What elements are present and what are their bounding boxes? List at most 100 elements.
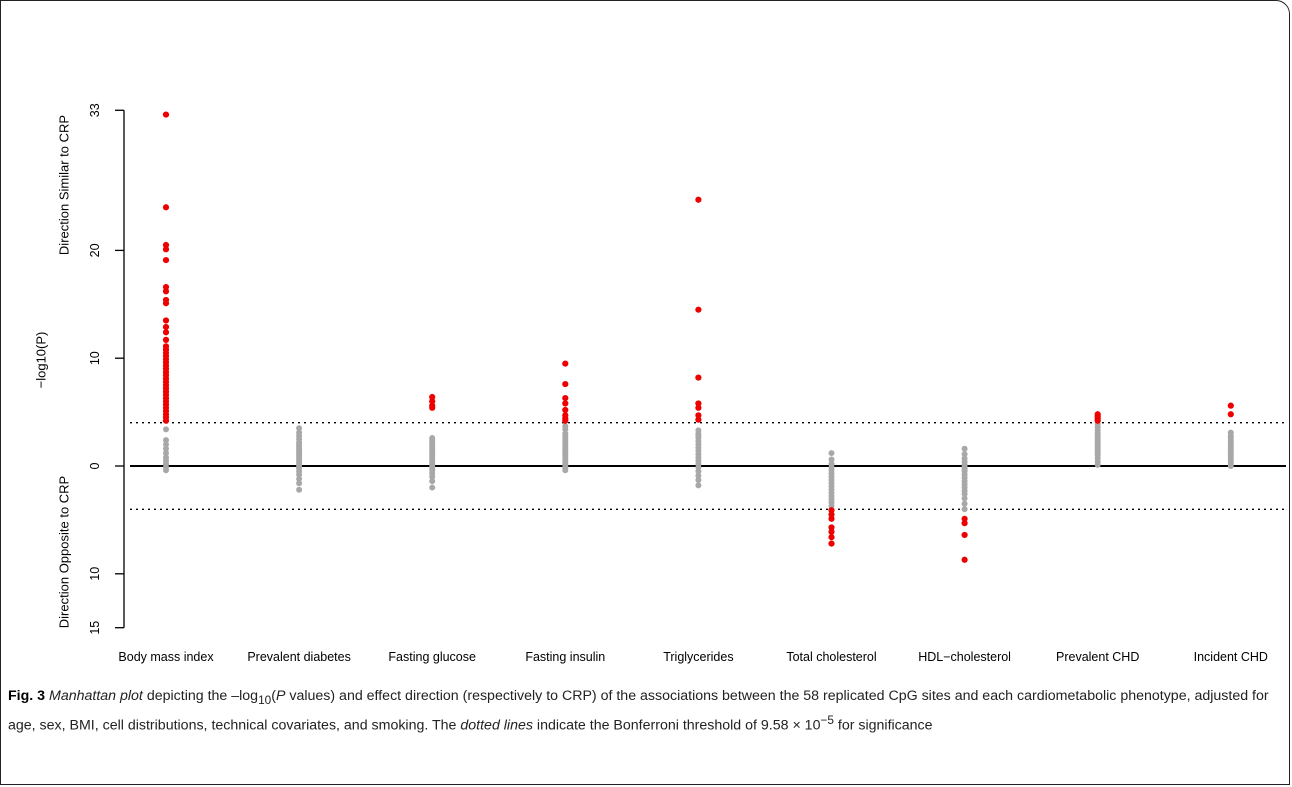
point-significant <box>828 515 835 522</box>
point-significant <box>828 540 835 547</box>
x-tick-label: Incident CHD <box>1194 650 1268 664</box>
point-nonsignificant <box>828 450 835 457</box>
point-significant <box>162 288 170 295</box>
point-nonsignificant <box>163 441 169 448</box>
x-tick-label: Triglycerides <box>663 650 733 664</box>
point-nonsignificant <box>695 464 702 471</box>
x-tick-label: Prevalent CHD <box>1056 650 1139 664</box>
x-tick-label: Fasting glucose <box>388 650 476 664</box>
point-significant <box>562 394 569 402</box>
point-nonsignificant <box>961 495 968 502</box>
y-tick-label: 10 <box>88 567 102 581</box>
manhattan-plot: 0 10 20 33 10 15 Body mass index Prevalent dia… <box>34 103 1286 664</box>
point-significant <box>695 374 702 381</box>
point-significant <box>961 531 968 539</box>
point-nonsignificant <box>1227 463 1234 469</box>
x-tick-label: Fasting insulin <box>525 650 605 664</box>
point-significant <box>695 404 702 411</box>
point-nonsignificant <box>961 491 968 498</box>
point-significant <box>695 196 702 203</box>
point-nonsignificant <box>695 468 702 475</box>
y-axis-titles: Direction Similar to CRP Direction Opposi… <box>34 115 72 628</box>
y-axis-title-lower: Direction Opposite to CRP <box>57 476 72 628</box>
point-nonsignificant <box>163 467 169 474</box>
point-significant <box>162 246 170 253</box>
point-nonsignificant <box>562 426 569 433</box>
point-nonsignificant <box>562 467 569 474</box>
y-tick-label: 0 <box>88 462 102 469</box>
point-nonsignificant <box>429 473 436 480</box>
point-significant <box>162 241 170 249</box>
point-nonsignificant <box>296 425 303 432</box>
point-significant <box>1227 411 1234 418</box>
point-nonsignificant <box>429 484 436 491</box>
point-significant <box>562 406 569 414</box>
point-significant <box>162 300 170 307</box>
reference-lines <box>130 422 1286 510</box>
point-significant <box>562 360 569 367</box>
data-points <box>162 111 1234 563</box>
point-nonsignificant <box>695 477 702 484</box>
figure-caption: Fig. 3 Manhattan plot depicting the –log… <box>8 688 1269 735</box>
point-significant <box>1227 402 1234 409</box>
point-significant <box>162 336 170 343</box>
point-significant <box>162 417 170 424</box>
point-nonsignificant <box>961 500 968 507</box>
point-nonsignificant <box>695 482 702 489</box>
point-significant <box>695 306 702 313</box>
point-nonsignificant <box>828 456 835 463</box>
point-nonsignificant <box>163 445 169 452</box>
point-significant <box>695 416 702 423</box>
point-nonsignificant <box>695 472 702 479</box>
caption-emphasis: dotted lines <box>460 718 533 735</box>
point-significant <box>562 380 569 388</box>
y-axis-title-main: −log10(P) <box>34 332 49 389</box>
x-tick-label: Total cholesterol <box>786 650 876 664</box>
point-nonsignificant <box>163 426 169 433</box>
point-nonsignificant <box>296 471 303 478</box>
point-significant <box>162 329 170 336</box>
point-significant <box>162 111 170 118</box>
point-significant <box>961 520 968 527</box>
point-nonsignificant <box>296 475 303 482</box>
point-significant <box>429 404 436 411</box>
point-nonsignificant <box>429 478 436 485</box>
point-significant <box>562 417 569 424</box>
point-significant <box>562 400 569 407</box>
point-significant <box>828 507 835 514</box>
y-axis: 0 10 20 33 10 15 <box>88 103 125 635</box>
point-significant <box>695 400 702 407</box>
point-nonsignificant <box>828 502 835 509</box>
point-significant <box>429 398 436 405</box>
point-significant <box>695 412 702 419</box>
x-tick-label: Body mass index <box>118 650 214 664</box>
point-significant <box>162 323 170 331</box>
y-tick-label: 15 <box>88 621 102 635</box>
point-nonsignificant <box>163 437 169 444</box>
x-tick-labels: Body mass index Prevalent diabetes Fasting… <box>118 650 1268 664</box>
point-nonsignificant <box>961 506 968 513</box>
y-tick-label: 33 <box>88 103 102 117</box>
point-significant <box>961 556 968 563</box>
point-nonsignificant <box>296 486 303 493</box>
point-significant <box>162 317 170 324</box>
point-significant <box>961 515 968 522</box>
point-nonsignificant <box>163 450 169 457</box>
point-significant <box>828 534 835 541</box>
y-tick-label: 20 <box>88 243 102 257</box>
point-significant <box>828 528 835 535</box>
point-significant <box>162 257 170 264</box>
point-nonsignificant <box>961 451 968 458</box>
point-significant <box>828 524 835 531</box>
point-nonsignificant <box>296 480 303 487</box>
point-nonsignificant <box>1094 461 1101 468</box>
y-axis-title-upper: Direction Similar to CRP <box>57 115 72 255</box>
point-significant <box>429 393 436 401</box>
point-significant <box>162 283 170 291</box>
point-significant <box>162 204 170 211</box>
caption-label: Fig. 3 <box>8 688 46 704</box>
point-nonsignificant <box>961 445 968 452</box>
y-tick-label: 10 <box>88 351 102 365</box>
x-tick-label: Prevalent diabetes <box>247 650 351 664</box>
